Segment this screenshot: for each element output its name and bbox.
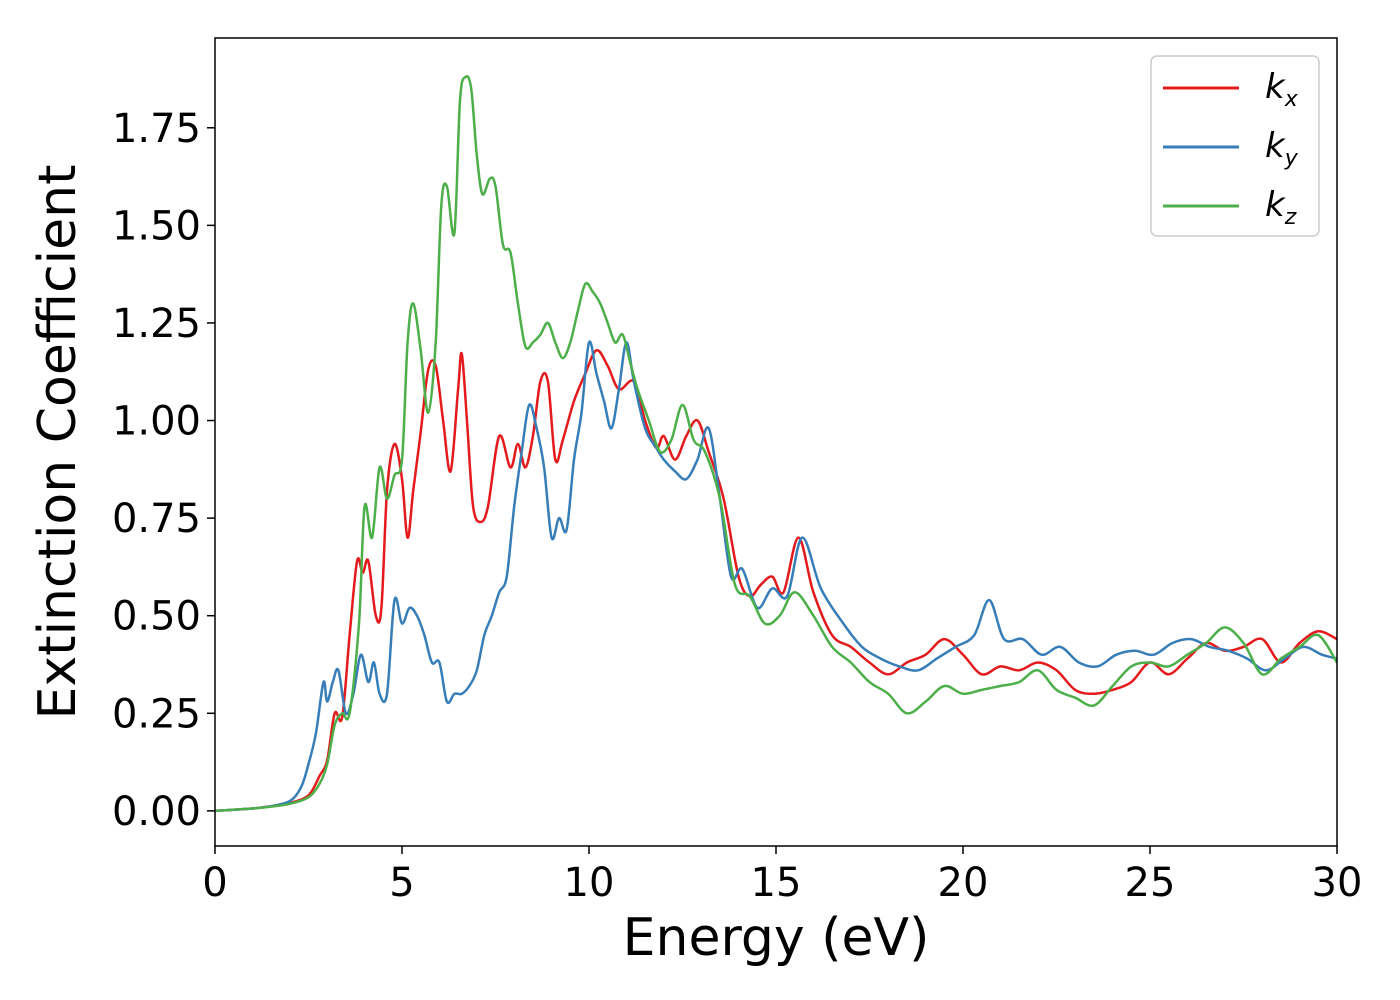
- legend-label-base: k: [1265, 126, 1286, 166]
- legend-label-subscript: z: [1284, 205, 1297, 230]
- y-tick-label: 1.50: [112, 203, 201, 249]
- legend-label-ky: ky: [1265, 126, 1299, 171]
- legend-label-base: k: [1265, 185, 1286, 225]
- x-tick-label: 5: [389, 860, 414, 906]
- legend-label-subscript: y: [1284, 146, 1299, 171]
- y-tick-label: 0.00: [112, 789, 201, 835]
- x-tick-label: 15: [751, 860, 802, 906]
- x-tick-label: 0: [202, 860, 227, 906]
- y-axis-ticks: 0.00 0.25 0.50 0.75 1.00 1.25 1.50 1.75: [112, 106, 215, 835]
- x-axis-ticks: 0 5 10 15 20 25 30: [202, 846, 1362, 906]
- y-tick-label: 1.75: [112, 106, 201, 152]
- y-tick-label: 1.25: [112, 301, 201, 347]
- series-line-ky: [214, 340, 1338, 813]
- x-tick-label: 20: [938, 860, 989, 906]
- x-tick-label: 10: [564, 860, 615, 906]
- y-tick-label: 0.25: [112, 691, 201, 737]
- legend-label-subscript: x: [1284, 87, 1299, 112]
- y-tick-label: 1.00: [112, 399, 201, 445]
- series-layer: [214, 74, 1339, 813]
- x-axis-label: Energy (eV): [623, 908, 930, 968]
- y-tick-label: 0.75: [112, 496, 201, 542]
- x-tick-label: 30: [1312, 860, 1363, 906]
- legend-label-kz: kz: [1265, 185, 1297, 230]
- y-axis-label: Extinction Coefficient: [28, 165, 88, 720]
- series-line-kz: [214, 74, 1339, 813]
- x-tick-label: 25: [1125, 860, 1176, 906]
- y-tick-label: 0.50: [112, 594, 201, 640]
- legend-label-kx: kx: [1265, 67, 1299, 112]
- series-line-kx: [214, 349, 1338, 813]
- legend-label-base: k: [1265, 67, 1286, 107]
